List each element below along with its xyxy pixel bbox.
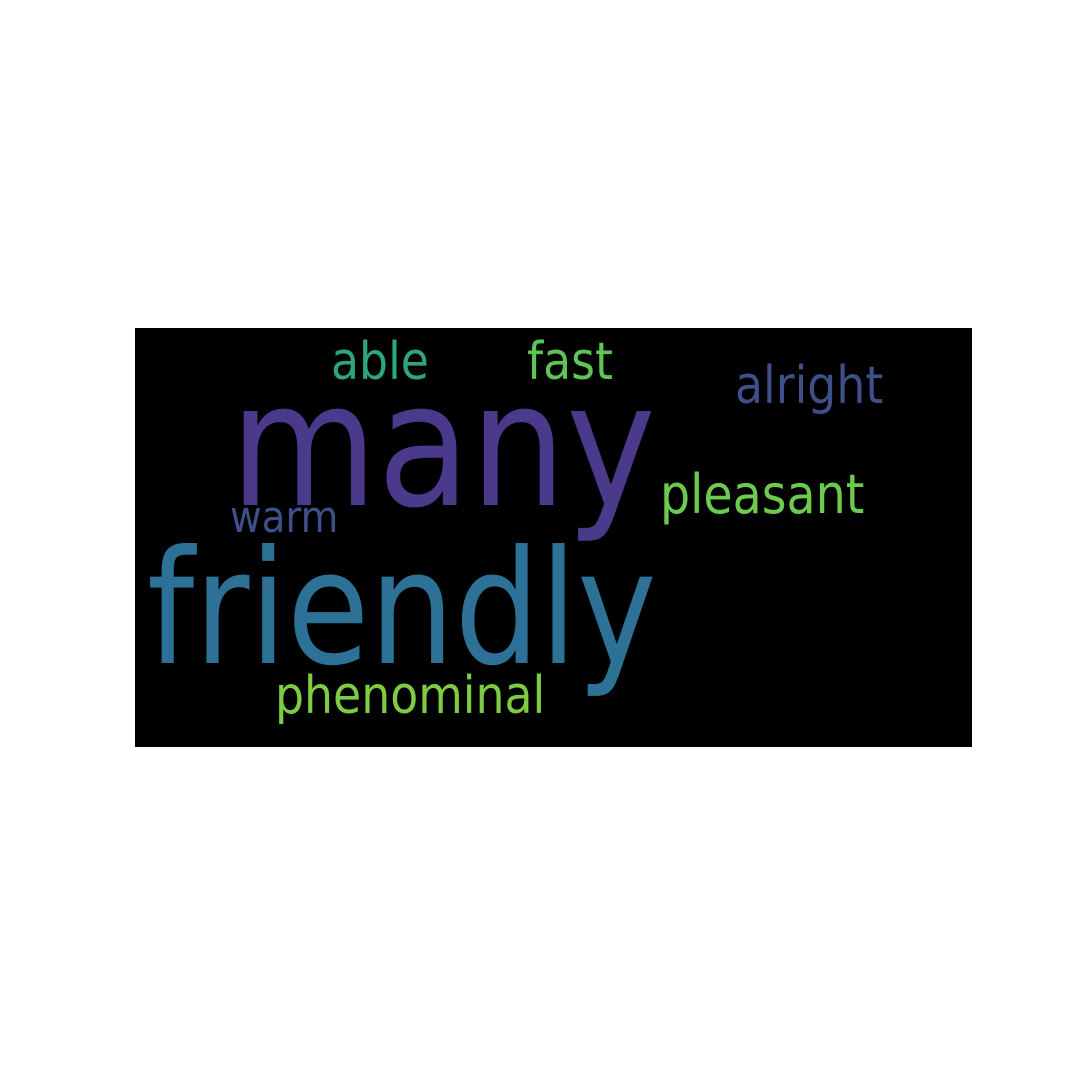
word-warm: warm [230, 492, 339, 543]
word-fast: fast [527, 332, 613, 392]
word-cloud: many friendly able fast alright pleasant… [135, 328, 972, 747]
word-pleasant: pleasant [660, 463, 865, 526]
word-alright: alright [735, 356, 884, 416]
word-phenominal: phenominal [275, 666, 546, 726]
word-able: able [331, 332, 429, 392]
word-many: many [230, 345, 656, 546]
word-friendly: friendly [147, 517, 657, 701]
